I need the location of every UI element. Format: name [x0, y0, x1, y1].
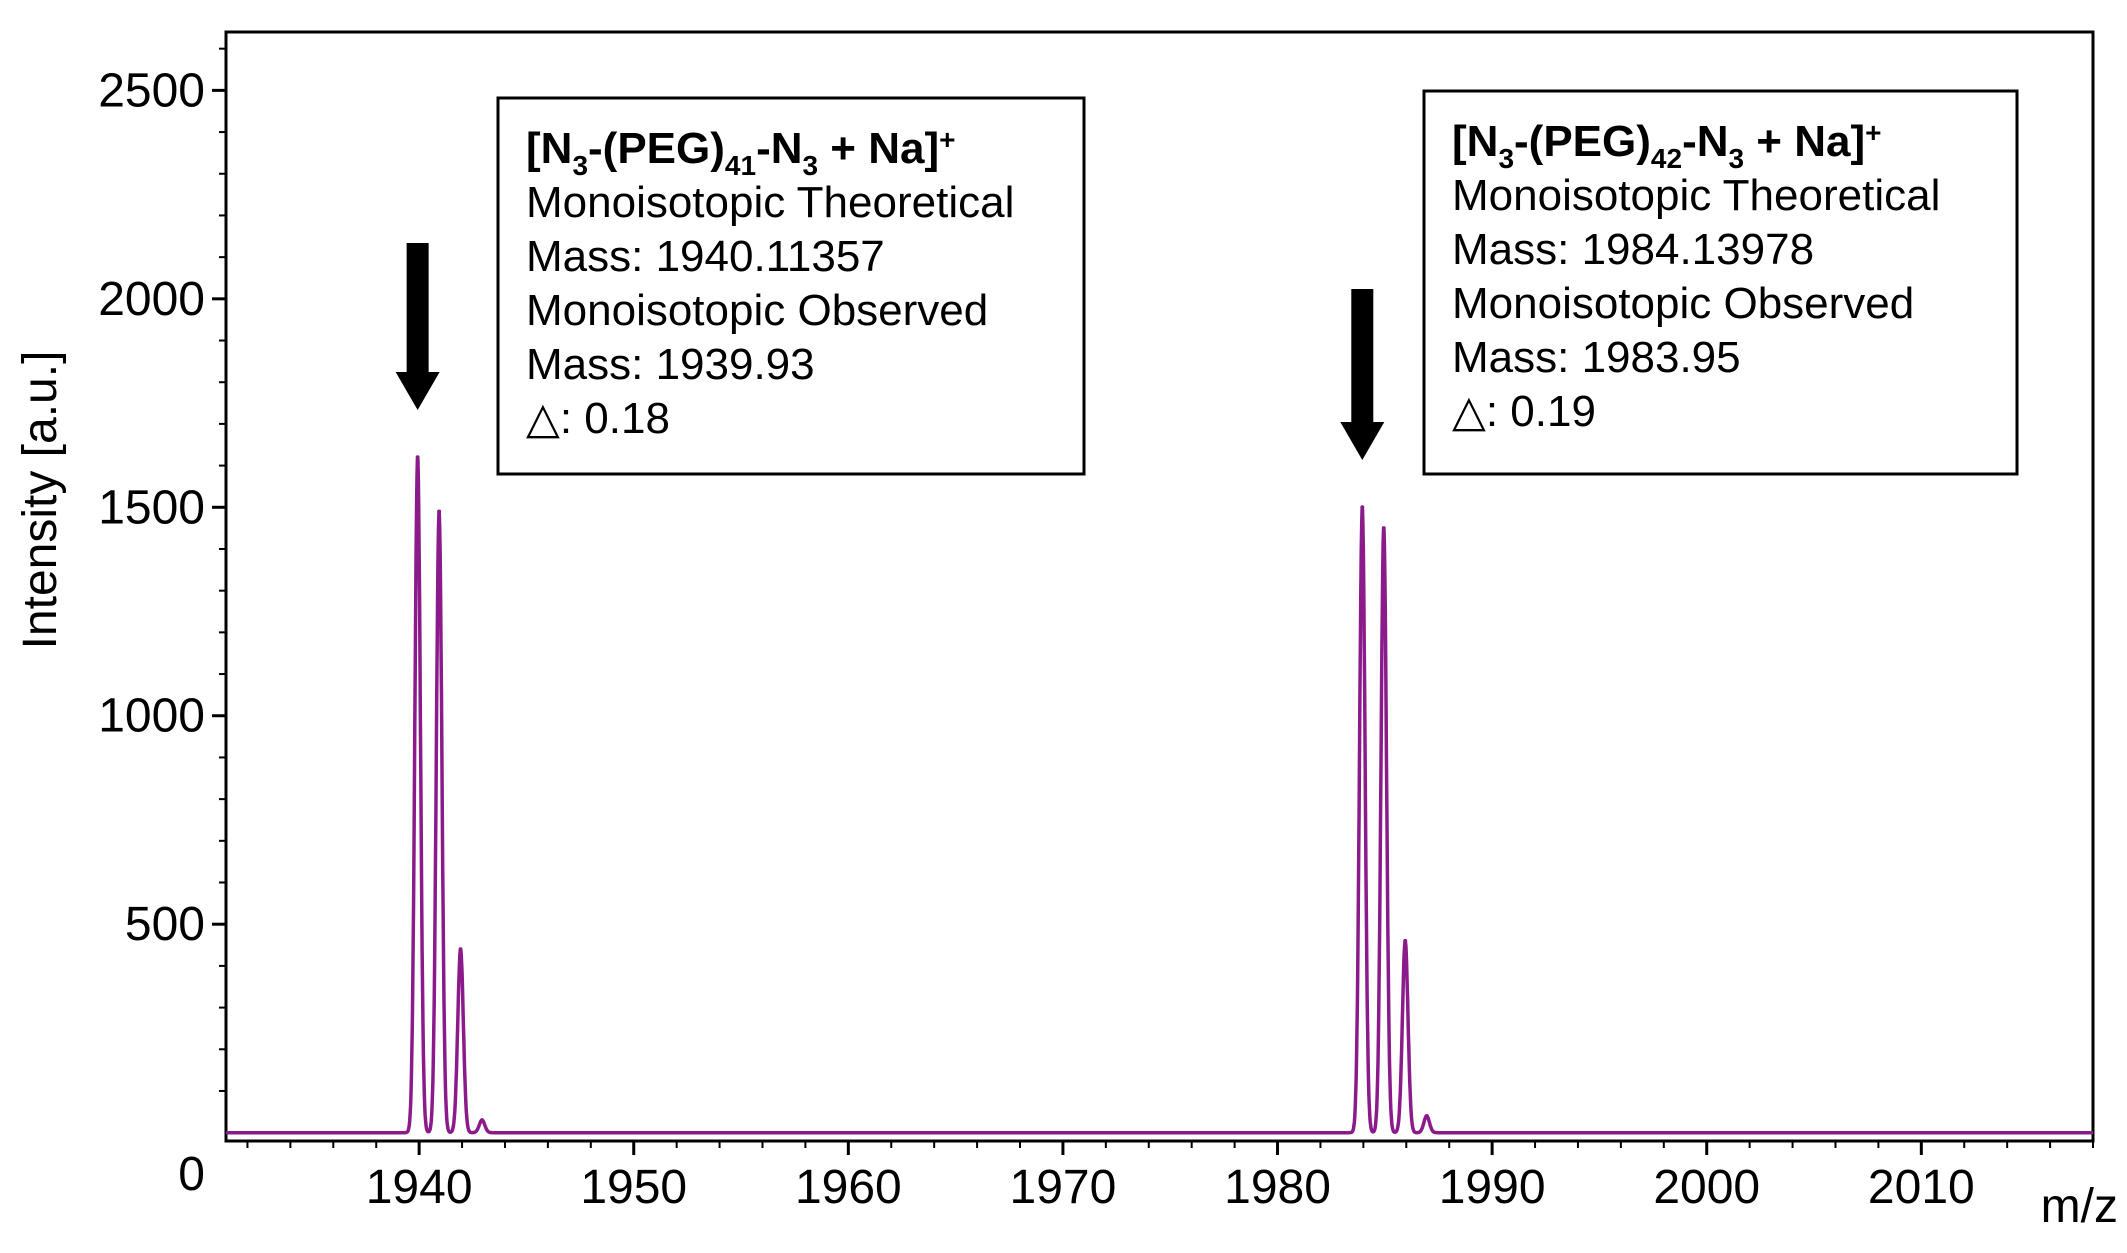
annotation-title-part: +: [939, 124, 955, 155]
annotation-title-part: [N: [526, 124, 572, 173]
x-tick-label: 1940: [366, 1161, 473, 1214]
annotation-layer: [N3-(PEG)41-N3 + Na]+Monoisotopic Theore…: [395, 89, 2019, 476]
peak-point: [415, 455, 420, 460]
annotation-title-part: 42: [1651, 143, 1682, 174]
peak-point: [480, 1118, 485, 1123]
annotation-title-part: 3: [572, 150, 588, 181]
annotation-line: Mass: 1984.13978: [1452, 225, 1814, 274]
y-tick-label: 2500: [98, 64, 205, 117]
annotation-title-part: 3: [1729, 143, 1745, 174]
axes-layer: 0 500 1000 1500 2000 2500 1940 1950 1960 1970 1980…: [14, 30, 2118, 1233]
x-tick-label: 2010: [1868, 1161, 1975, 1214]
arrow-down-icon: [395, 372, 440, 410]
annotation-title-part: -(PEG): [588, 124, 725, 173]
spectrum-line: [224, 457, 2095, 1135]
annotation-line: Monoisotopic Observed: [526, 286, 988, 335]
peak-point: [1360, 505, 1365, 510]
annotation-line: Monoisotopic Observed: [1452, 279, 1914, 328]
annotation-line: Monoisotopic Theoretical: [526, 178, 1014, 227]
annotation-box: [1422, 89, 2019, 476]
x-tick-label: 1970: [1010, 1161, 1117, 1214]
annotation-title-part: -N: [1682, 117, 1728, 166]
annotation-line: Mass: 1983.95: [1452, 333, 1741, 382]
annotation-title-part: + Na]: [818, 124, 939, 173]
annotation-line: Monoisotopic Theoretical: [1452, 171, 1940, 220]
annotation-line: △: 0.19: [1452, 387, 1596, 436]
annotation-box: [496, 96, 1086, 476]
annotation-title-part: 3: [1498, 143, 1514, 174]
arrow-down-icon: [1340, 422, 1385, 460]
annotation-title-part: 41: [725, 150, 756, 181]
annotation-title-part: +: [1865, 117, 1881, 148]
x-tick-label: 2000: [1653, 1161, 1760, 1214]
peak-point: [1381, 526, 1386, 531]
annotation-title: [N3-(PEG)41-N3 + Na]+: [526, 124, 955, 181]
annotation-title-part: -N: [756, 124, 802, 173]
x-tick-label: 1990: [1439, 1161, 1546, 1214]
annotation-line: Mass: 1939.93: [526, 340, 815, 389]
peak-point: [1403, 938, 1408, 943]
y-tick-label: 500: [125, 898, 205, 951]
x-tick-label: 1960: [795, 1161, 902, 1214]
annotation-line: Mass: 1940.11357: [526, 232, 885, 281]
peak-point: [458, 947, 463, 952]
peak-point: [1424, 1113, 1429, 1118]
arrow-shaft: [1351, 289, 1374, 424]
plot-frame: [224, 30, 2095, 1143]
x-axis-title: m/z: [2041, 1180, 2118, 1233]
y-tick-label: 0: [178, 1148, 205, 1201]
x-tick-label: 1950: [580, 1161, 687, 1214]
arrow-shaft: [406, 243, 429, 374]
annotation-title-part: -(PEG): [1514, 117, 1651, 166]
annotation-title-part: [N: [1452, 117, 1498, 166]
y-tick-label: 1000: [98, 690, 205, 743]
series-layer: [224, 455, 2095, 1135]
y-tick-label: 2000: [98, 273, 205, 326]
y-tick-label: 1500: [98, 481, 205, 534]
annotation-line: △: 0.18: [526, 394, 670, 443]
annotation-title-part: 3: [803, 150, 819, 181]
x-tick-label: 1980: [1224, 1161, 1331, 1214]
annotation-title: [N3-(PEG)42-N3 + Na]+: [1452, 117, 1881, 174]
annotation-title-part: + Na]: [1744, 117, 1865, 166]
y-axis-title: Intensity [a.u.]: [14, 351, 67, 650]
peak-point: [437, 509, 442, 514]
